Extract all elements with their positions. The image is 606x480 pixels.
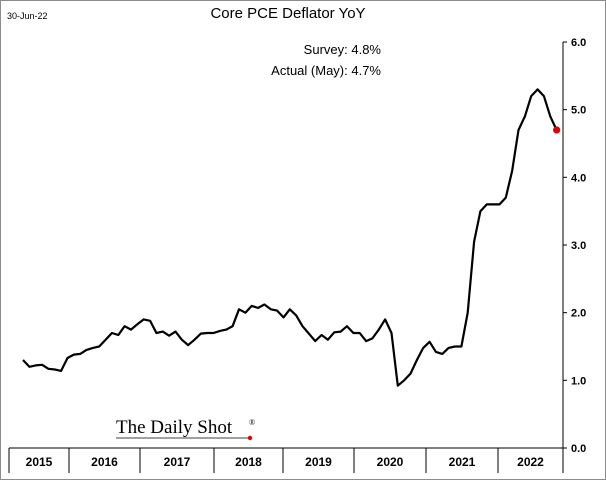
x-tick-label: 2017 (164, 455, 191, 469)
y-tick-label: 4.0 (571, 172, 586, 184)
x-tick-label: 2019 (305, 455, 332, 469)
x-tick-label: 2018 (235, 455, 262, 469)
y-tick-label: 3.0 (571, 240, 586, 252)
survey-annotation: Survey: 4.8% (304, 42, 382, 57)
y-tick-label: 2.0 (571, 308, 586, 320)
x-tick-label: 2020 (377, 455, 404, 469)
chart-title: Core PCE Deflator YoY (210, 5, 365, 22)
brand-logo: The Daily Shot ® (116, 417, 255, 441)
y-tick-label: 6.0 (571, 37, 586, 49)
brand-dot (247, 435, 253, 441)
y-tick-label: 1.0 (571, 375, 586, 387)
y-tick-label: 0.0 (571, 443, 586, 455)
x-tick-label: 2015 (26, 455, 53, 469)
actual-annotation: Actual (May): 4.7% (271, 63, 381, 78)
series-line (22, 88, 558, 387)
x-tick-label: 2016 (91, 455, 118, 469)
x-tick-label: 2021 (449, 455, 476, 469)
last-point-marker (553, 126, 561, 134)
plot-area: 0.0 1.0 2.0 3.0 4.0 5.0 6.0 2015 2016 2017 2018 201… (8, 37, 586, 473)
date-stamp: 30-Jun-22 (7, 11, 48, 21)
brand-registered-mark: ® (249, 418, 255, 427)
x-tick-label: 2022 (517, 455, 544, 469)
brand-name: The Daily Shot (116, 417, 233, 438)
y-tick-label: 5.0 (571, 105, 586, 117)
